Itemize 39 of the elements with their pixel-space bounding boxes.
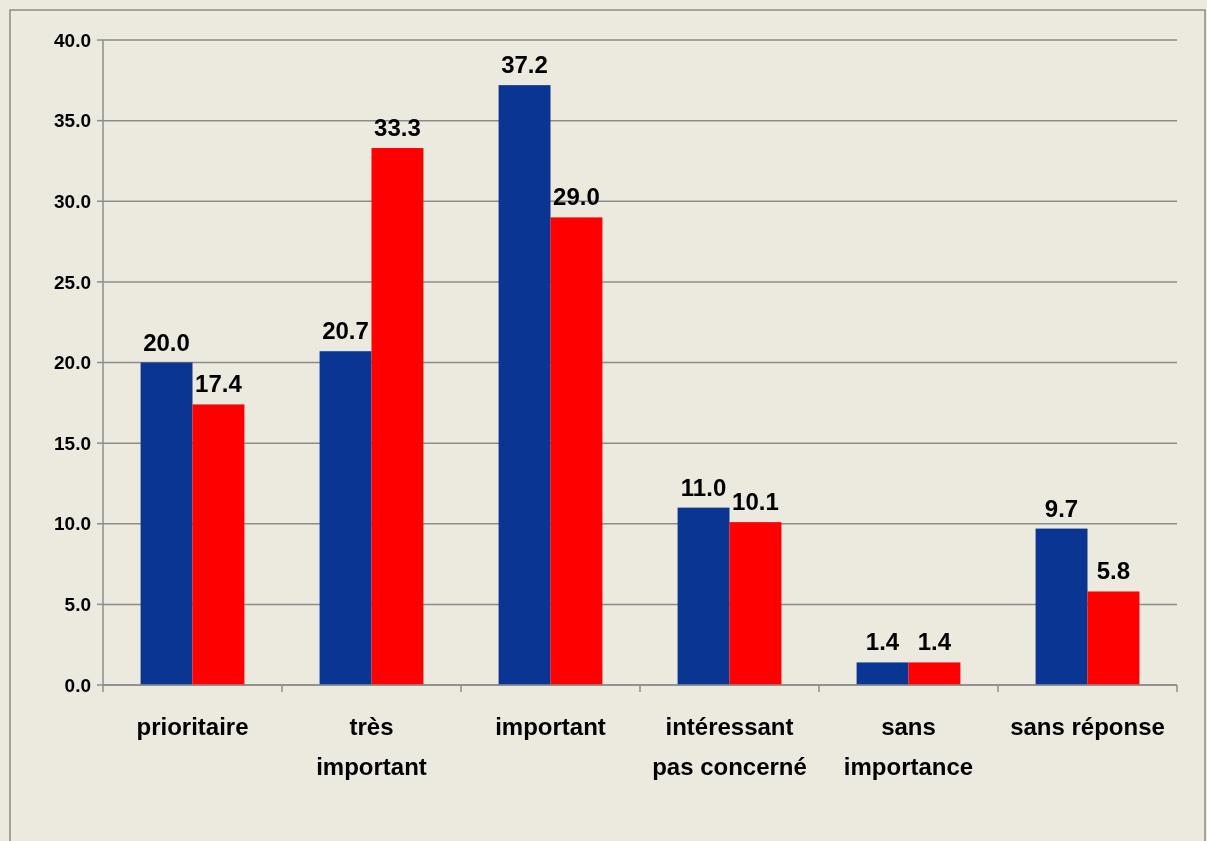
bar xyxy=(729,522,782,685)
data-label: 33.3 xyxy=(374,114,421,142)
bar xyxy=(677,507,730,685)
y-tick-label: 5.0 xyxy=(64,594,91,616)
bar xyxy=(140,362,193,685)
data-label: 1.4 xyxy=(917,628,952,656)
bar xyxy=(908,662,961,685)
y-tick-label: 0.0 xyxy=(64,674,91,696)
bar xyxy=(319,351,372,685)
bar xyxy=(1035,528,1088,685)
data-label: 10.1 xyxy=(732,488,779,516)
x-tick-label: sans importance xyxy=(843,713,974,780)
data-label: 9.7 xyxy=(1044,494,1079,522)
y-tick-label: 15.0 xyxy=(54,432,91,454)
data-label: 17.4 xyxy=(195,370,243,398)
data-label: 20.0 xyxy=(143,328,190,356)
bar xyxy=(1087,591,1140,685)
y-tick-label: 40.0 xyxy=(54,29,91,51)
y-tick-label: 35.0 xyxy=(54,110,91,132)
x-tick-label: important xyxy=(495,713,606,740)
x-tick-label: très important xyxy=(316,713,427,780)
data-label: 11.0 xyxy=(680,473,727,501)
y-tick-label: 25.0 xyxy=(54,271,91,293)
y-tick-label: 10.0 xyxy=(54,513,91,535)
bar xyxy=(192,404,245,685)
y-tick-label: 20.0 xyxy=(54,352,91,374)
data-label: 29.0 xyxy=(553,183,600,211)
x-tick-label: sans réponse xyxy=(1010,713,1165,740)
y-tick-label: 30.0 xyxy=(54,190,91,212)
bar xyxy=(550,217,603,685)
data-label: 5.8 xyxy=(1096,557,1131,585)
x-tick-label: prioritaire xyxy=(136,713,249,740)
bar xyxy=(371,148,424,685)
data-label: 20.7 xyxy=(322,317,369,345)
data-label: 37.2 xyxy=(501,51,548,79)
x-tick-label: intéressant pas concerné xyxy=(652,713,807,780)
data-label: 1.4 xyxy=(865,628,900,656)
bar xyxy=(498,85,551,685)
bar xyxy=(856,662,909,685)
